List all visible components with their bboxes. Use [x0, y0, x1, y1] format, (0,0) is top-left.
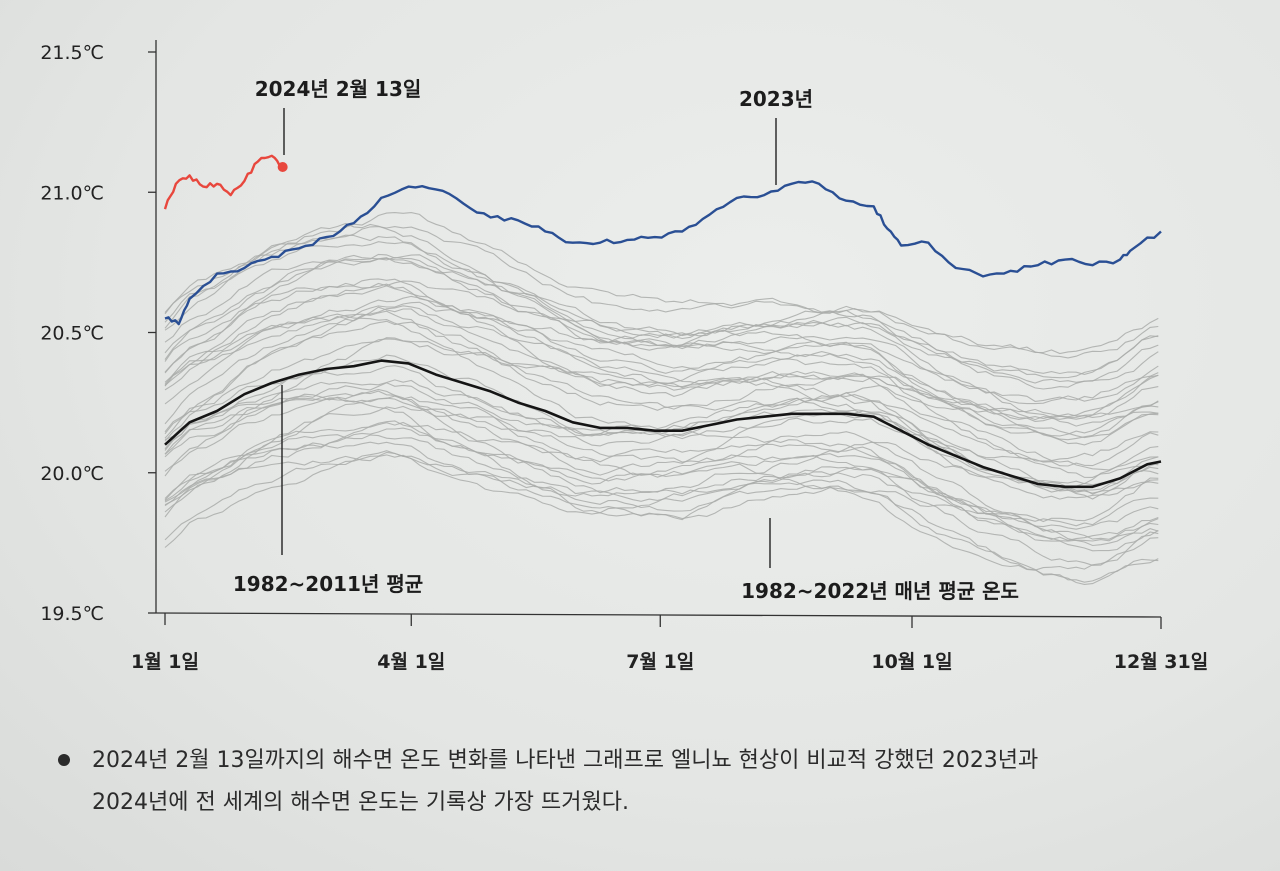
- series-line-2024: [163, 154, 284, 210]
- background-year-line: [164, 405, 1159, 566]
- background-year-lines: [164, 212, 1159, 585]
- figure-caption: 2024년 2월 13일까지의 해수면 온도 변화를 나타낸 그래프로 엘니뇨 …: [58, 740, 1178, 824]
- annotation-2023: 2023년: [739, 87, 813, 111]
- background-year-line: [164, 420, 1159, 542]
- background-year-line: [164, 441, 1159, 552]
- series-lines: [163, 154, 1162, 489]
- annotations: 2024년 2월 13일 2023년 1982~2011년 평균 1982~2022년…: [233, 77, 1019, 603]
- background-year-line: [164, 427, 1159, 540]
- x-tick-label: 1월 1일: [131, 651, 199, 673]
- background-year-line: [164, 222, 1159, 355]
- background-year-line: [164, 305, 1159, 500]
- axes: 21.5℃ 21.0℃ 20.5℃ 20.0℃ 19.5℃ 1월 1일 4월 1일 7월 1일…: [40, 40, 1208, 673]
- background-year-line: [164, 241, 1159, 379]
- background-year-line: [164, 320, 1159, 485]
- x-tick-label: 10월 1일: [871, 651, 952, 673]
- background-year-line: [164, 397, 1159, 527]
- y-tick-label: 20.5℃: [40, 323, 104, 345]
- background-year-line: [164, 257, 1159, 402]
- background-year-line: [164, 421, 1159, 541]
- background-year-line: [164, 395, 1159, 571]
- y-tick-label: 21.0℃: [40, 182, 104, 204]
- annotation-2024-feb-13: 2024년 2월 13일: [255, 77, 422, 101]
- series-line-1982-2011-average: [164, 359, 1162, 489]
- background-year-line: [164, 253, 1159, 419]
- series-2024-end-point: [277, 162, 288, 173]
- y-tick-label: 21.5℃: [40, 42, 104, 64]
- sea-surface-temperature-chart: 21.5℃ 21.0℃ 20.5℃ 20.0℃ 19.5℃ 1월 1일 4월 1일 7월 1일…: [40, 40, 1208, 673]
- annotation-1982-2011-average: 1982~2011년 평균: [233, 572, 423, 596]
- background-year-line: [164, 256, 1159, 405]
- background-year-line: [164, 306, 1159, 462]
- x-tick-label: 4월 1일: [377, 651, 445, 673]
- background-year-line: [164, 212, 1159, 384]
- y-tick-label: 19.5℃: [40, 603, 104, 625]
- x-tick-label: 12월 31일: [1114, 651, 1208, 673]
- series-line-2023: [164, 180, 1162, 326]
- background-year-line: [164, 283, 1159, 421]
- background-year-line: [164, 254, 1159, 390]
- caption-line-1: 2024년 2월 13일까지의 해수면 온도 변화를 나타낸 그래프로 엘니뇨 …: [92, 748, 1039, 773]
- annotation-1982-2022-yearly: 1982~2022년 매년 평균 온도: [741, 579, 1019, 603]
- background-year-line: [164, 434, 1159, 530]
- y-tick-label: 20.0℃: [40, 463, 104, 485]
- bullet-icon: [58, 754, 70, 766]
- caption-line-2: 2024년에 전 세계의 해수면 온도는 기록상 가장 뜨거웠다.: [92, 790, 629, 815]
- x-tick-label: 7월 1일: [626, 651, 694, 673]
- background-year-line: [164, 382, 1159, 500]
- background-year-line: [164, 234, 1159, 359]
- x-axis-line: [155, 612, 1162, 618]
- background-year-line: [164, 295, 1159, 446]
- background-year-line: [164, 365, 1159, 467]
- background-year-line: [164, 301, 1159, 427]
